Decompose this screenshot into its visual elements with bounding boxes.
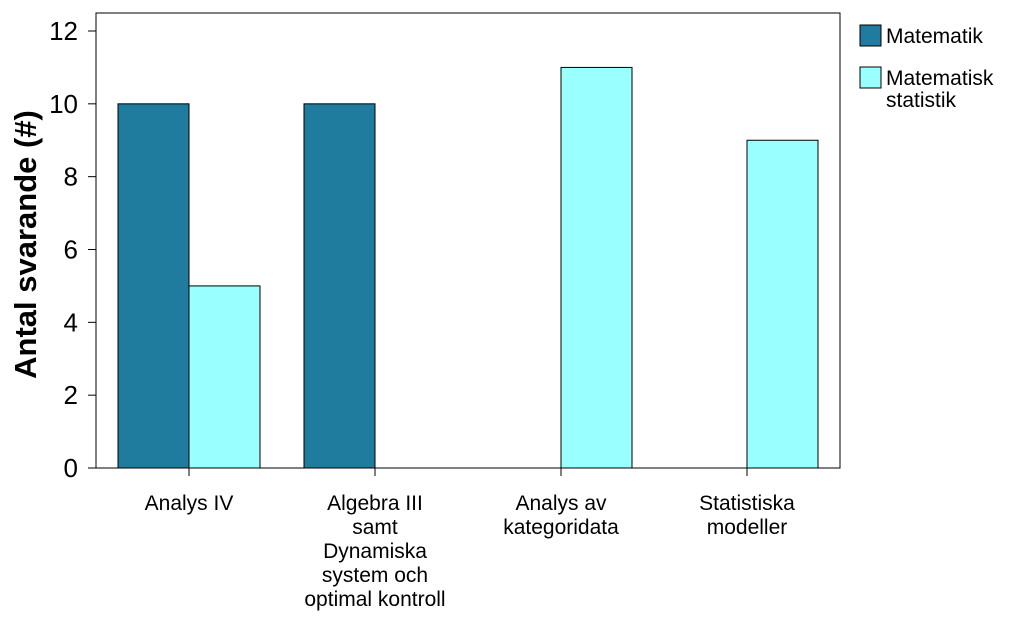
y-tick-label: 2 — [64, 380, 78, 410]
y-tick-label: 10 — [49, 89, 78, 119]
bar-1-1 — [117, 103, 190, 469]
y-tick-label: 0 — [64, 453, 78, 483]
bar-2-4 — [746, 139, 819, 469]
x-tick-label-line: optimal kontroll — [304, 588, 445, 611]
legend-label-2: Matematisk statistik — [886, 67, 994, 112]
x-tick-label-line: Statistiska — [699, 492, 795, 515]
x-tick-label-line: Algebra III — [327, 492, 423, 515]
x-tick-label-line: samt — [352, 516, 398, 539]
x-tick-label-line: kategoridata — [503, 516, 619, 539]
y-tick-label: 8 — [64, 162, 78, 192]
x-tick-label: Algebra III samt Dynamiska system och optima… — [304, 492, 445, 611]
y-tick-label: 4 — [64, 307, 78, 337]
x-axis: Analys IV Algebra III samt Dynamiska system … — [145, 468, 795, 611]
y-axis-title: Antal svarande (#) — [8, 110, 43, 379]
bar-1-2 — [303, 103, 376, 469]
bar-2-3 — [560, 66, 633, 469]
y-tick-label: 12 — [49, 16, 78, 46]
x-tick-label: Statistiska modeller — [699, 492, 795, 539]
y-axis: 0 2 4 6 8 10 12 — [49, 16, 96, 483]
legend-label-1: Matematik — [886, 25, 983, 48]
legend: Matematik Matematisk statistik — [859, 24, 994, 112]
bars-layer — [117, 66, 819, 469]
plot-area-frame — [95, 12, 841, 469]
legend-swatch-1 — [859, 24, 882, 47]
y-tick-label: 6 — [64, 235, 78, 265]
legend-label-line: Matematik — [886, 25, 983, 48]
x-tick-label: Analys av kategoridata — [503, 492, 619, 539]
legend-label-line: Matematisk — [886, 67, 994, 90]
x-tick-label: Analys IV — [145, 492, 234, 515]
x-tick-label-line: Dynamiska — [323, 540, 427, 563]
x-tick-label-line: Analys IV — [145, 492, 234, 515]
bar-2-1 — [188, 285, 261, 469]
x-tick-label-line: Analys av — [515, 492, 607, 515]
legend-label-line: statistik — [886, 89, 957, 112]
legend-swatch-2 — [859, 66, 882, 89]
x-tick-label-line: modeller — [707, 516, 788, 539]
x-tick-label-line: system och — [322, 564, 428, 587]
